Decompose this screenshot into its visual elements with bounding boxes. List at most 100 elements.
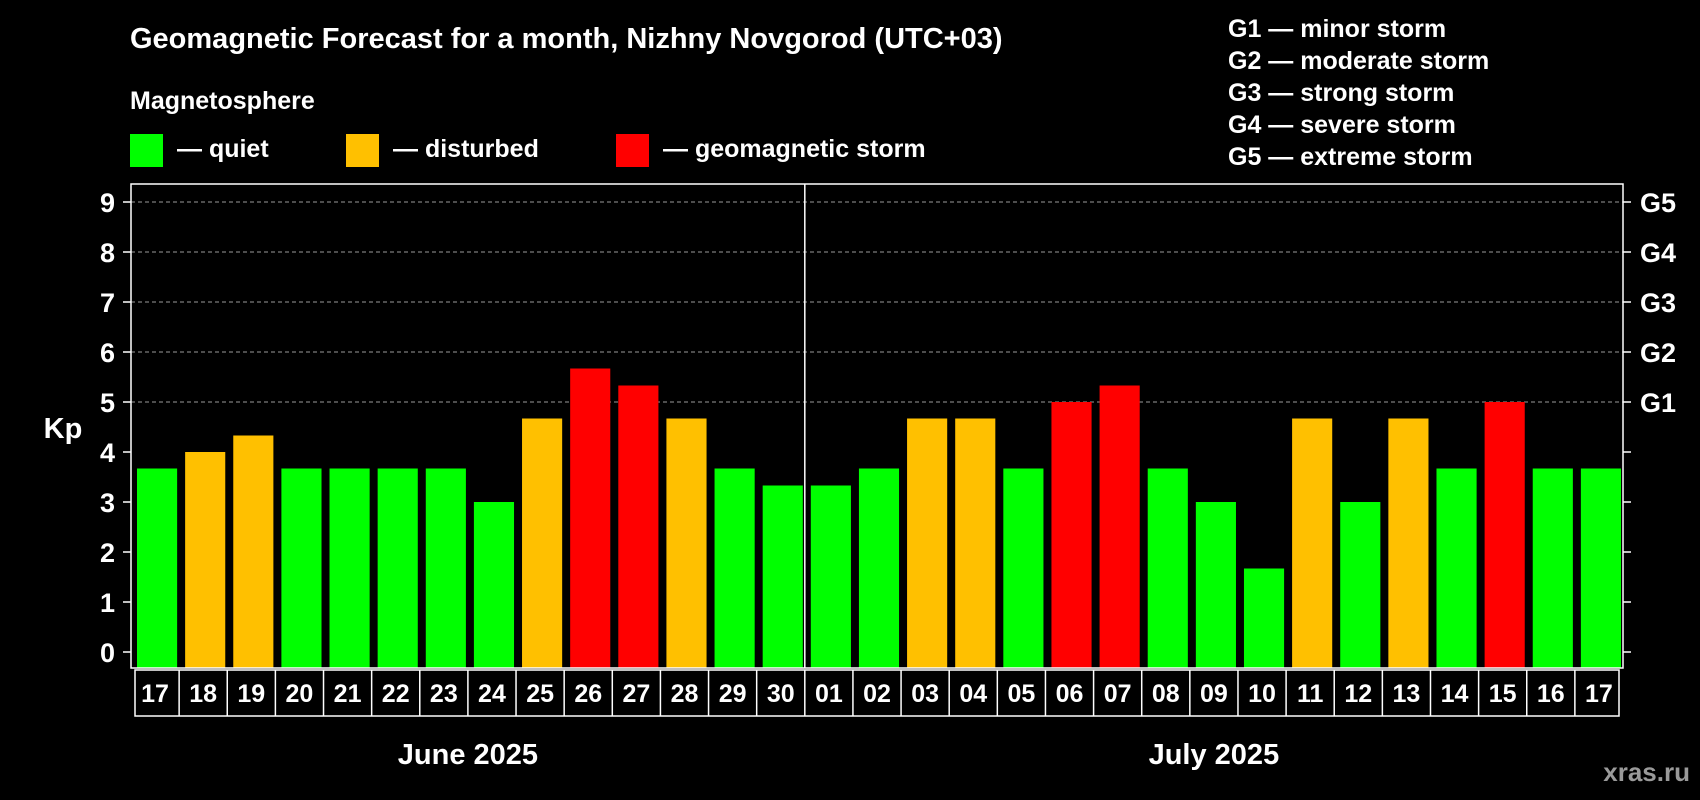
bar-30 — [762, 485, 803, 668]
bar-24 — [473, 502, 515, 668]
x-tick-label: 14 — [1441, 680, 1469, 708]
storm-legend-item: G1 — minor storm — [1228, 15, 1446, 43]
chart-title: Geomagnetic Forecast for a month, Nizhny… — [130, 23, 1003, 55]
watermark: xras.ru — [1603, 757, 1690, 787]
bar-04 — [955, 418, 996, 668]
x-tick-label: 10 — [1248, 680, 1276, 708]
y-tick-label: 3 — [100, 488, 115, 518]
month-label: June 2025 — [398, 739, 538, 771]
y-tick-label: 4 — [100, 438, 115, 468]
x-tick-label: 30 — [767, 680, 795, 708]
x-tick-label: 28 — [671, 680, 699, 708]
y-tick-label: 6 — [100, 338, 115, 368]
legend: — quiet — disturbed — geomagnetic storm — [130, 134, 926, 167]
storm-level-axis: G1 G2 G3 G4 G5 — [1623, 188, 1676, 653]
bar-28 — [666, 418, 707, 668]
bar-08 — [1147, 468, 1188, 668]
bar-13 — [1388, 418, 1429, 668]
legend-label-disturbed: — disturbed — [393, 135, 539, 163]
x-tick-label: 01 — [815, 680, 843, 708]
x-tick-label: 09 — [1200, 680, 1228, 708]
x-tick-label: 02 — [863, 680, 891, 708]
bar-16 — [1532, 468, 1573, 668]
x-tick-label: 25 — [526, 680, 554, 708]
bar-19 — [233, 435, 274, 668]
x-axis: 17 18 19 20 21 22 23 24 25 26 27 28 29 30 01 02 03 04 05 06… — [134, 669, 1620, 717]
x-tick-label: 21 — [334, 680, 362, 708]
x-tick-label: 06 — [1056, 680, 1084, 708]
bar-06 — [1051, 402, 1092, 668]
legend-label-quiet: — quiet — [177, 135, 269, 163]
x-tick-label: 07 — [1104, 680, 1132, 708]
y-axis-label: Kp — [44, 413, 83, 445]
x-tick-label: 23 — [430, 680, 458, 708]
x-tick-label: 13 — [1393, 680, 1421, 708]
y-axis: 0 1 2 3 4 5 6 7 8 9 — [100, 188, 131, 668]
y-tick-label: 0 — [100, 638, 115, 668]
storm-scale-legend: G1 — minor storm G2 — moderate storm G3 — … — [1228, 15, 1489, 171]
y-tick-label: 9 — [100, 188, 115, 218]
storm-level-label: G4 — [1640, 238, 1676, 268]
storm-legend-item: G4 — severe storm — [1228, 111, 1456, 139]
legend-title: Magnetosphere — [130, 87, 315, 115]
x-axis-frame — [134, 669, 1620, 717]
bar-18 — [185, 452, 226, 668]
x-tick-label: 29 — [719, 680, 747, 708]
bar-20 — [281, 468, 322, 668]
x-tick-label: 08 — [1152, 680, 1180, 708]
x-tick-label: 16 — [1537, 680, 1565, 708]
x-tick-label: 05 — [1007, 680, 1035, 708]
bar-09 — [1195, 502, 1236, 668]
storm-level-label: G3 — [1640, 288, 1676, 318]
bar-26 — [570, 368, 611, 668]
month-label: July 2025 — [1149, 739, 1280, 771]
y-tick-label: 2 — [100, 538, 115, 568]
storm-level-label: G2 — [1640, 338, 1676, 368]
bars — [137, 368, 1621, 668]
bar-11 — [1292, 418, 1333, 668]
x-tick-label: 26 — [574, 680, 602, 708]
x-tick-label: 18 — [189, 680, 217, 708]
legend-label-storm: — geomagnetic storm — [663, 135, 926, 163]
plot-frame — [130, 183, 1624, 669]
legend-swatch-quiet — [130, 134, 163, 167]
legend-swatch-disturbed — [346, 134, 379, 167]
bar-07 — [1099, 385, 1140, 668]
bar-22 — [377, 468, 418, 668]
storm-legend-item: G2 — moderate storm — [1228, 47, 1489, 75]
x-tick-label: 24 — [478, 680, 506, 708]
bar-17 — [1580, 468, 1621, 668]
x-tick-label: 15 — [1489, 680, 1517, 708]
y-tick-label: 7 — [100, 288, 115, 318]
storm-legend-item: G3 — strong storm — [1228, 79, 1454, 107]
bar-03 — [907, 418, 948, 668]
storm-level-label: G1 — [1640, 388, 1676, 418]
bar-12 — [1340, 502, 1381, 668]
bar-15 — [1484, 402, 1525, 668]
bar-29 — [714, 468, 755, 668]
y-tick-label: 8 — [100, 238, 115, 268]
bar-02 — [858, 468, 900, 668]
x-tick-label: 03 — [911, 680, 939, 708]
y-tick-label: 5 — [100, 388, 115, 418]
x-tick-label: 27 — [622, 680, 650, 708]
x-tick-label: 20 — [286, 680, 314, 708]
x-tick-label: 17 — [141, 680, 169, 708]
month-labels: June 2025 July 2025 — [398, 739, 1279, 771]
bar-05 — [1003, 468, 1044, 668]
x-tick-label: 17 — [1585, 680, 1613, 708]
x-tick-label: 11 — [1297, 680, 1324, 708]
bar-27 — [618, 385, 659, 668]
storm-level-label: G5 — [1640, 188, 1676, 218]
bar-01 — [810, 485, 851, 668]
bar-14 — [1436, 468, 1477, 668]
storm-legend-item: G5 — extreme storm — [1228, 143, 1473, 171]
bar-21 — [329, 468, 370, 668]
y-tick-label: 1 — [100, 588, 115, 618]
x-tick-label: 04 — [959, 680, 987, 708]
x-tick-label: 22 — [382, 680, 410, 708]
bar-10 — [1243, 568, 1285, 668]
bar-25 — [522, 418, 563, 668]
x-tick-label: 12 — [1344, 680, 1372, 708]
